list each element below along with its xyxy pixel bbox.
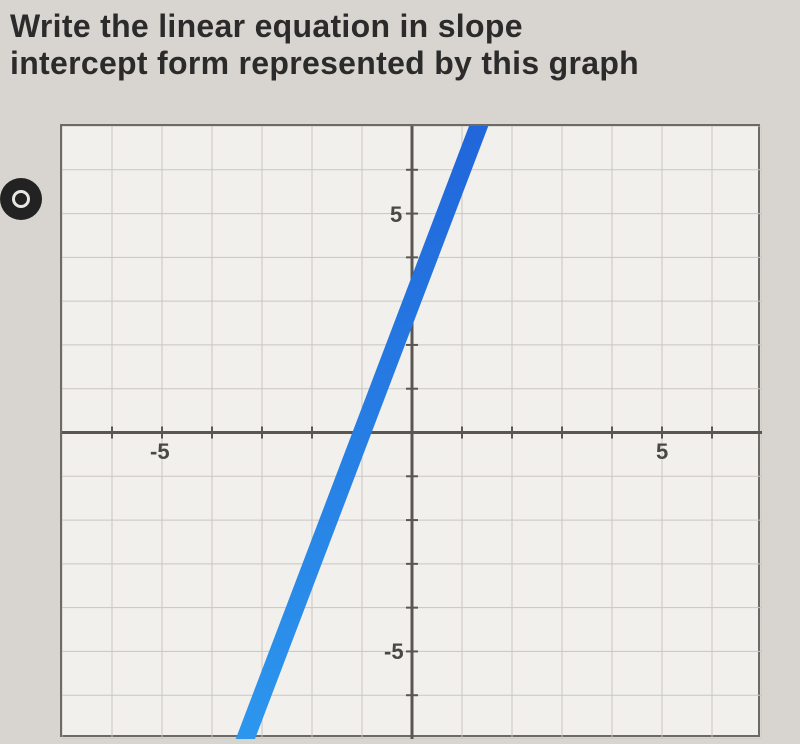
eyeball-bullet-icon xyxy=(0,178,42,220)
coordinate-grid-chart: -5 5 5 -5 xyxy=(60,124,760,737)
prompt-line-1: Write the linear equation in slope xyxy=(10,8,794,45)
y-axis-label-neg: -5 xyxy=(384,639,404,665)
prompt-line-2: intercept form represented by this graph xyxy=(10,45,794,82)
chart-svg xyxy=(62,126,762,739)
x-axis-label-pos: 5 xyxy=(656,439,668,465)
question-prompt: Write the linear equation in slope inter… xyxy=(0,0,800,86)
x-axis-label-neg: -5 xyxy=(150,439,170,465)
y-axis-label-pos: 5 xyxy=(390,202,402,228)
